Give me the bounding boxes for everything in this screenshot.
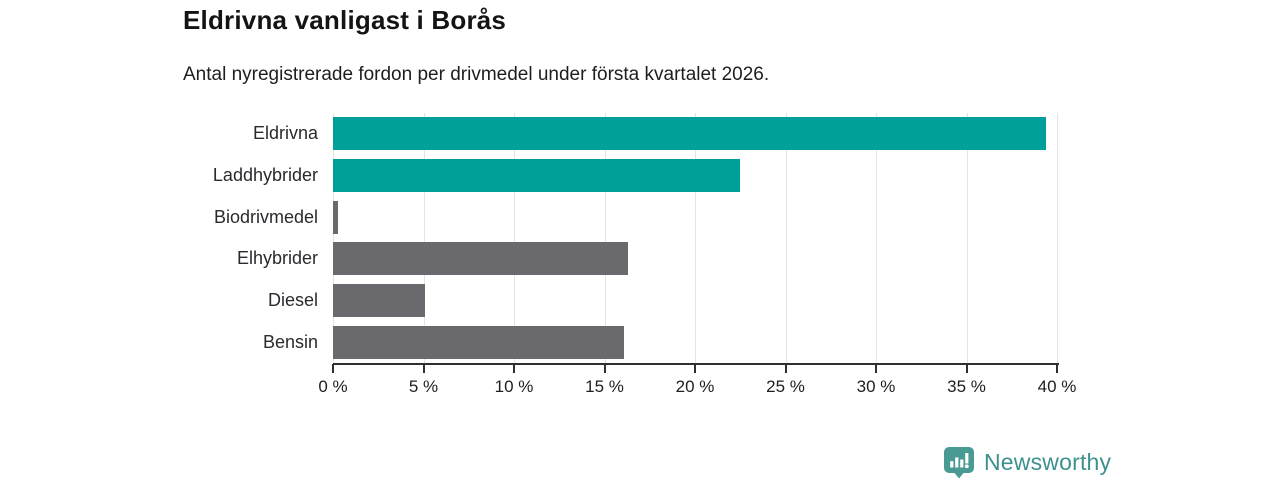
axis-tick xyxy=(875,364,877,373)
x-tick-label: 0 % xyxy=(318,377,348,396)
bar-track xyxy=(333,242,1057,276)
bar-track xyxy=(333,117,1057,151)
axis-tick xyxy=(694,364,696,373)
x-tick-label: 10 % xyxy=(494,377,534,396)
category-label: Eldrivna xyxy=(252,123,318,144)
category-label: Diesel xyxy=(267,289,318,310)
chart-row: Elhybrider xyxy=(180,238,1057,280)
chart-subtitle: Antal nyregistrerade fordon per drivmede… xyxy=(183,64,770,85)
gridline xyxy=(785,113,787,363)
chart-row: Biodrivmedel xyxy=(180,196,1057,238)
x-tick-label: 15 % xyxy=(585,377,624,396)
chart-rows: Eldrivna Laddhybrider Biodrivmedel Elhybrid… xyxy=(180,113,1057,363)
axis-tick xyxy=(422,364,425,373)
gridline xyxy=(604,113,606,363)
chart-row: Diesel xyxy=(180,280,1057,322)
bar-laddhybrider xyxy=(333,158,741,192)
x-tick-label: 35 % xyxy=(947,377,986,396)
gridline xyxy=(876,113,877,363)
axis-tick xyxy=(332,364,334,373)
axis-tick xyxy=(784,364,787,373)
bar-diesel xyxy=(333,283,426,317)
bar-track xyxy=(333,283,1057,317)
newsworthy-logo-text: Newsworthy xyxy=(984,449,1112,475)
x-tick-label: 25 % xyxy=(766,377,805,396)
bar-elhybrider xyxy=(333,242,629,276)
chart-row: Eldrivna xyxy=(180,113,1057,155)
x-axis-ticks: 0 % 5 % 10 % 15 % 20 % 25 % 30 % 35 % 40 % xyxy=(318,364,1076,405)
bar-track xyxy=(333,158,1057,192)
gridline xyxy=(514,113,515,363)
gridline xyxy=(423,113,425,363)
axis-tick xyxy=(603,364,606,373)
gridline xyxy=(966,113,968,363)
gridline xyxy=(333,113,334,363)
bar-track xyxy=(333,325,1057,359)
bar-track xyxy=(333,200,1057,234)
newsworthy-logo[interactable]: Newsworthy xyxy=(943,446,1111,479)
bar-biodrivmedel xyxy=(333,200,339,234)
x-tick-label: 40 % xyxy=(1037,377,1077,396)
category-label: Elhybrider xyxy=(236,248,318,269)
bar-eldrivna xyxy=(333,117,1047,151)
gridlines xyxy=(333,113,1058,363)
x-tick-label: 5 % xyxy=(408,377,439,396)
category-label: Biodrivmedel xyxy=(213,206,318,227)
x-axis-line xyxy=(333,363,1059,365)
chart-row: Laddhybrider xyxy=(180,155,1057,197)
category-label: Laddhybrider xyxy=(212,164,318,185)
axis-tick xyxy=(1056,364,1058,373)
axis-tick xyxy=(965,364,968,373)
axis-tick xyxy=(513,364,515,373)
chart-title: Eldrivna vanligast i Borås xyxy=(183,5,507,35)
chart-row: Bensin xyxy=(180,321,1057,363)
gridline xyxy=(695,113,696,363)
gridline xyxy=(1057,113,1058,363)
category-label: Bensin xyxy=(262,331,318,352)
newsworthy-logo-icon xyxy=(943,446,975,479)
bar-bensin xyxy=(333,325,625,359)
x-tick-label: 30 % xyxy=(856,377,896,396)
bar-chart: Eldrivna Laddhybrider Biodrivmedel Elhybrid… xyxy=(180,113,1076,396)
x-tick-label: 20 % xyxy=(675,377,715,396)
